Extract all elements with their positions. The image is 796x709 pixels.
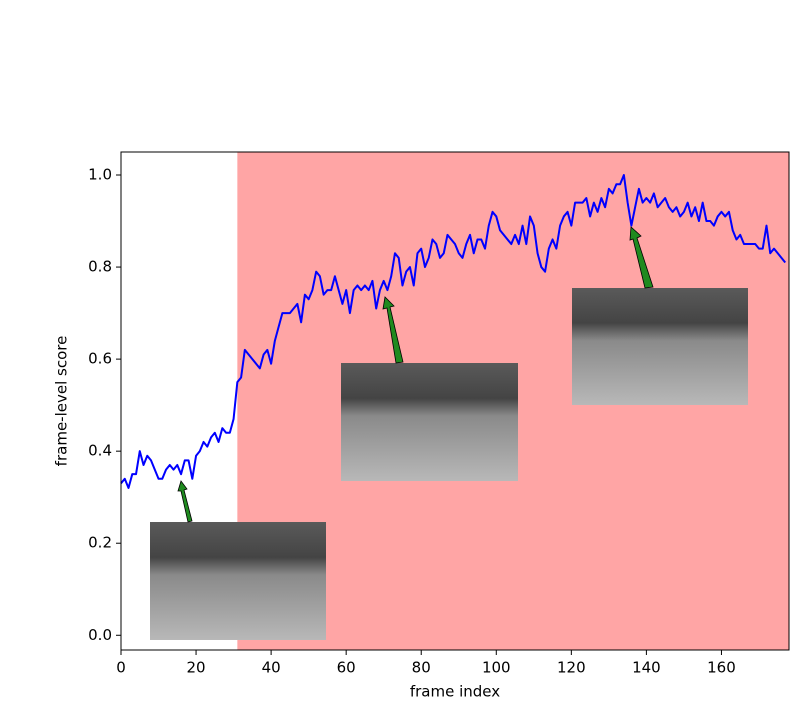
inset-images [150,226,748,640]
arrow [177,480,193,523]
arrow [629,226,654,289]
y-tick-label: 0.6 [88,350,112,368]
x-axis-label: frame index [410,683,500,701]
y-tick-label: 0.2 [88,534,112,552]
video-frame [572,288,748,405]
y-axis-label: frame-level score [53,336,71,467]
x-tick-label: 120 [557,659,586,677]
x-tick-label: 160 [707,659,736,677]
y-tick-label: 0.0 [88,626,112,644]
x-tick-label: 140 [632,659,661,677]
x-tick-label: 100 [482,659,511,677]
y-tick-label: 1.0 [88,166,112,184]
x-tick-label: 40 [262,659,281,677]
score-line [120,174,787,489]
arrow [382,296,404,364]
y-tick-label: 0.4 [88,442,112,460]
x-tick-label: 80 [412,659,431,677]
plot-frame [120,151,790,651]
x-tick-label: 0 [116,659,126,677]
y-tick-label: 0.8 [88,258,112,276]
video-frame [341,363,518,481]
x-tick-label: 20 [187,659,206,677]
video-frame [150,522,326,640]
x-tick-label: 60 [337,659,356,677]
